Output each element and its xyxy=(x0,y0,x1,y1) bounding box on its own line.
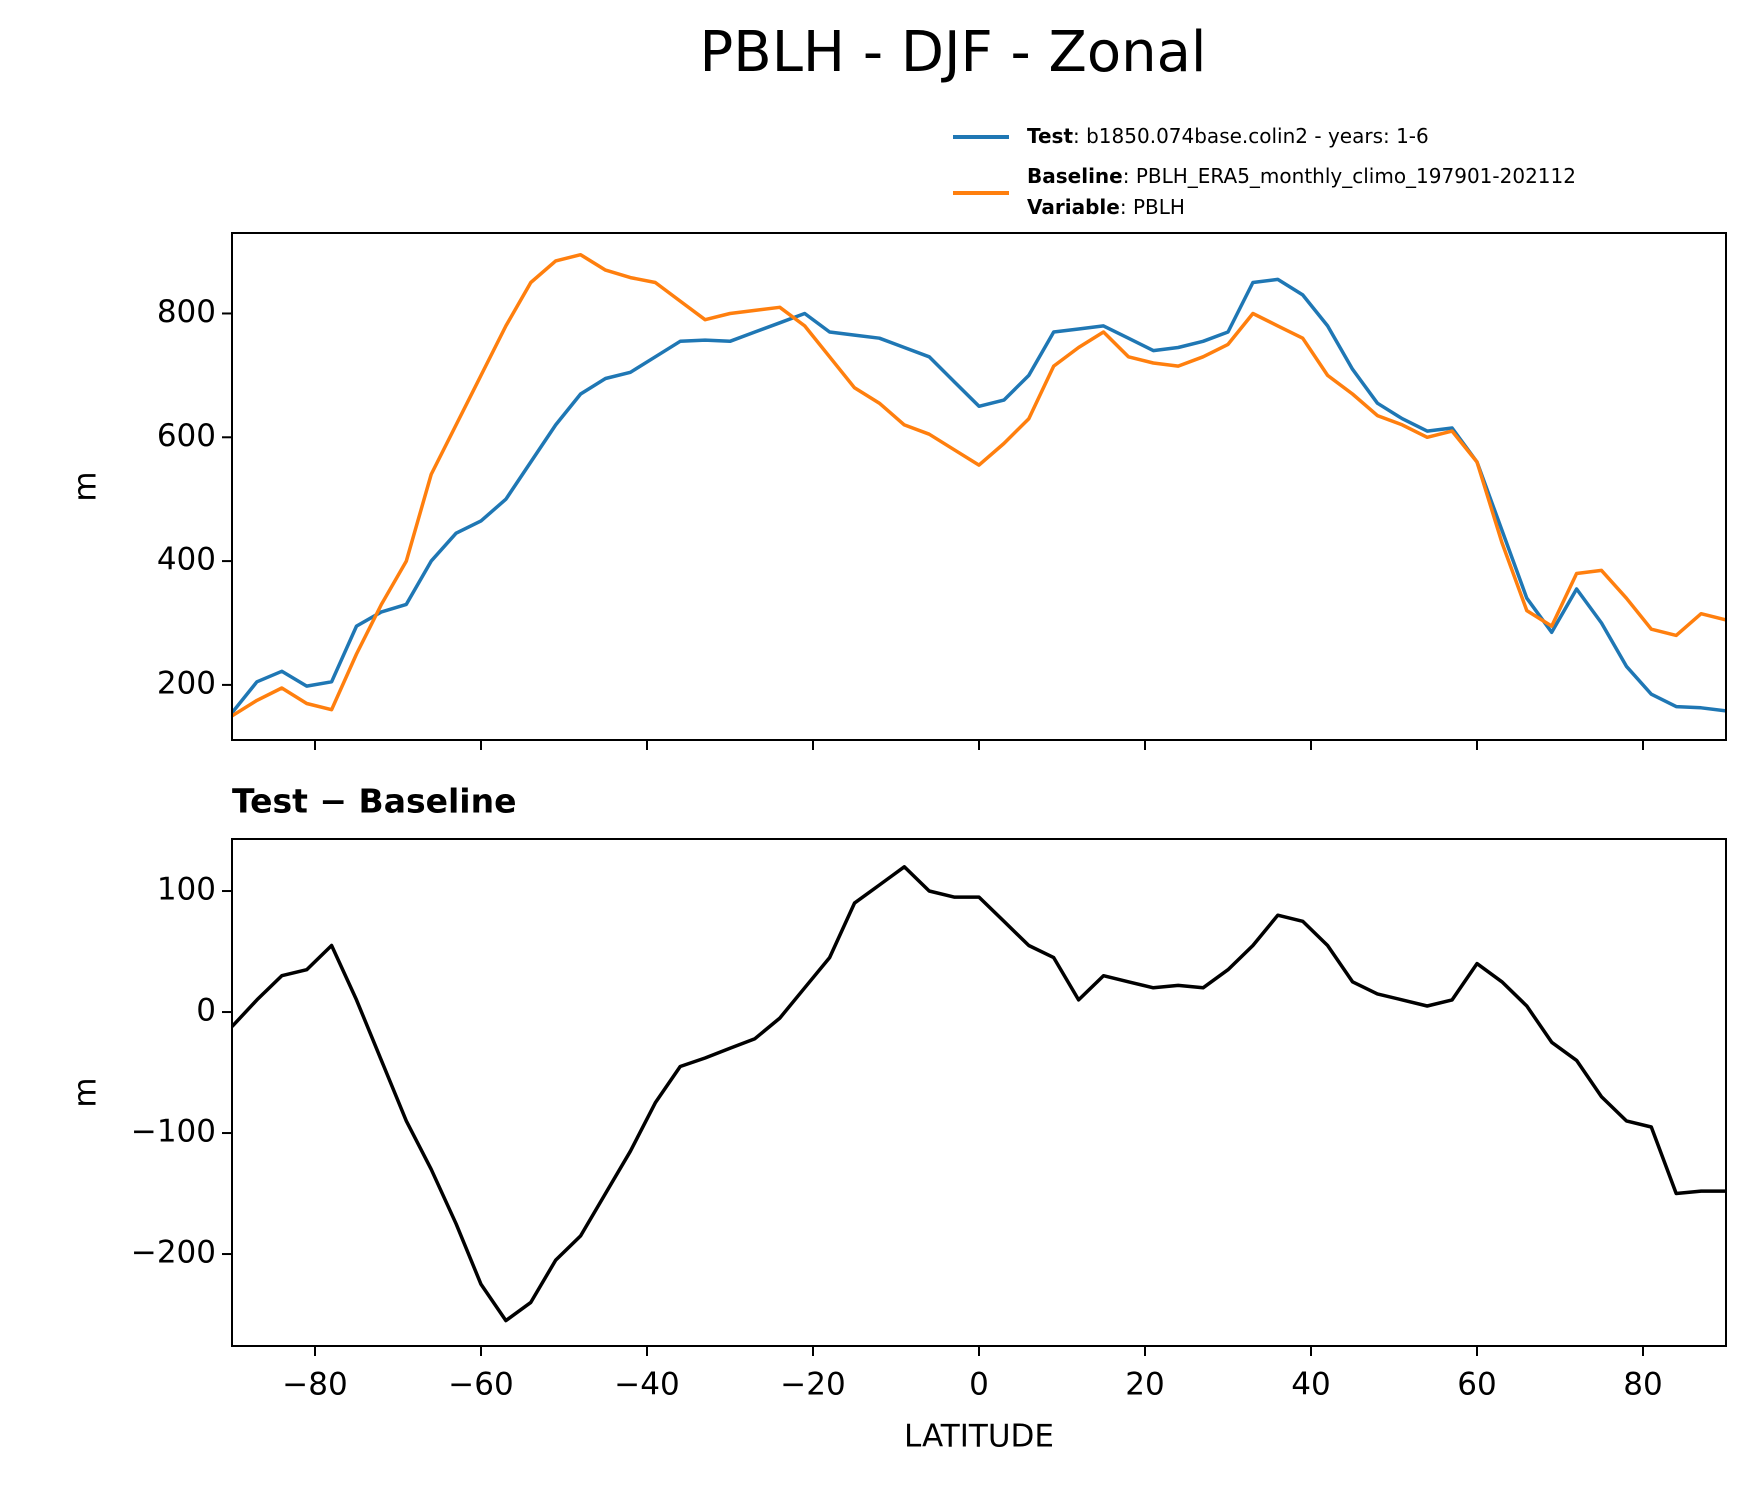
axes-frame xyxy=(231,838,1727,1347)
y-axis-label: m xyxy=(68,1077,104,1107)
legend-name: Variable xyxy=(1027,195,1120,219)
subplot-title: Test − Baseline xyxy=(232,782,517,821)
y-tick-label: −200 xyxy=(131,1235,216,1271)
legend-text: : PBLH xyxy=(1120,195,1185,219)
x-tick-label: 60 xyxy=(1457,1367,1496,1403)
x-tick-label: −40 xyxy=(614,1367,679,1403)
figure-title: PBLH - DJF - Zonal xyxy=(700,20,1207,85)
legend-label: Baseline: PBLH_ERA5_monthly_climo_197901… xyxy=(1027,164,1576,188)
x-tick-label: 80 xyxy=(1623,1367,1662,1403)
legend-text: : PBLH_ERA5_monthly_climo_197901-202112 xyxy=(1123,164,1576,188)
x-tick-label: 20 xyxy=(1125,1367,1164,1403)
legend-name: Test xyxy=(1027,124,1073,148)
x-tick-label: −60 xyxy=(448,1367,513,1403)
series-line xyxy=(232,252,1726,718)
axes-frame xyxy=(231,232,1727,741)
x-tick-label: 0 xyxy=(969,1367,989,1403)
y-tick-label: 100 xyxy=(157,872,216,908)
y-tick-label: 0 xyxy=(196,993,216,1029)
x-tick-label: −80 xyxy=(282,1367,347,1403)
y-tick-label: −100 xyxy=(131,1114,216,1150)
y-tick-label: 600 xyxy=(157,418,216,454)
y-tick-label: 800 xyxy=(157,294,216,330)
y-axis-label: m xyxy=(68,471,104,501)
y-tick-label: 400 xyxy=(157,542,216,578)
x-axis-label: LATITUDE xyxy=(904,1419,1054,1455)
legend-label: Test: b1850.074base.colin2 - years: 1-6 xyxy=(1027,124,1429,148)
x-tick-label: −20 xyxy=(780,1367,845,1403)
legend-name: Baseline xyxy=(1027,164,1123,188)
legend-label: Variable: PBLH xyxy=(1027,195,1185,219)
series-line xyxy=(232,865,1726,1323)
x-tick-label: 40 xyxy=(1291,1367,1330,1403)
y-tick-label: 200 xyxy=(157,665,216,701)
legend-text: : b1850.074base.colin2 - years: 1-6 xyxy=(1073,124,1429,148)
